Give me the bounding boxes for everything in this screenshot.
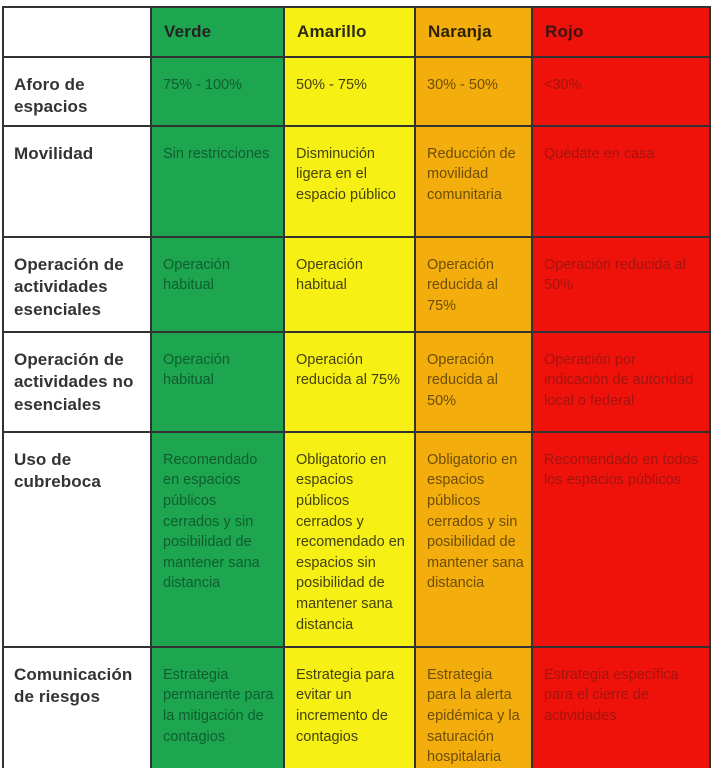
table-body: Aforo de espacios 75% - 100% 50% - 75% 30% … (2, 56, 711, 768)
cell-verde: Recomendado en espacios públicos cerrado… (150, 430, 285, 648)
cell-verde: Sin restricciones (150, 124, 285, 238)
row-label: Movilidad (2, 124, 152, 238)
row-label: Comunicación de riesgos (2, 645, 152, 768)
cell-amarillo: Operación habitual (283, 235, 416, 333)
column-header-amarillo: Amarillo (283, 6, 416, 58)
table-head: Verde Amarillo Naranja Rojo (2, 6, 711, 58)
cell-rojo: Estrategia específica para el cierre de … (531, 645, 711, 768)
cell-amarillo: Estrategia para evitar un incremento de … (283, 645, 416, 768)
cell-verde: Estrategia permanente para la mitigación… (150, 645, 285, 768)
cell-verde: Operación habitual (150, 235, 285, 333)
cell-naranja: Estrategia para la alerta epidémica y la… (414, 645, 533, 768)
cell-naranja: 30% - 50% (414, 56, 533, 127)
cell-verde: 75% - 100% (150, 56, 285, 127)
table-row: Comunicación de riesgos Estrategia perman… (2, 645, 711, 768)
cell-rojo: Operación por indicación de autoridad lo… (531, 330, 711, 433)
row-label: Operación de actividades no esenciales (2, 330, 152, 433)
semaforo-table: Verde Amarillo Naranja Rojo Aforo de espaci… (2, 6, 711, 768)
cell-rojo: Operación reducida al 50% (531, 235, 711, 333)
cell-amarillo: 50% - 75% (283, 56, 416, 127)
corner-cell (2, 6, 152, 58)
cell-rojo: Quédate en casa (531, 124, 711, 238)
cell-amarillo: Disminución ligera en el espacio público (283, 124, 416, 238)
row-label: Operación de actividades esenciales (2, 235, 152, 333)
cell-naranja: Operación reducida al 75% (414, 235, 533, 333)
table-row: Movilidad Sin restricciones Disminución li… (2, 124, 711, 238)
table-row: Operación de actividades esenciales Opera… (2, 235, 711, 333)
table-row: Operación de actividades no esenciales Op… (2, 330, 711, 433)
table-row: Uso de cubreboca Recomendado en espacios … (2, 430, 711, 648)
cell-naranja: Operación reducida al 50% (414, 330, 533, 433)
cell-naranja: Obligatorio en espacios públicos cerrado… (414, 430, 533, 648)
cell-naranja: Reducción de movilidad comunitaria (414, 124, 533, 238)
row-label: Uso de cubreboca (2, 430, 152, 648)
cell-rojo: <30% (531, 56, 711, 127)
cell-amarillo: Operación reducida al 75% (283, 330, 416, 433)
table-row: Aforo de espacios 75% - 100% 50% - 75% 30% … (2, 56, 711, 127)
column-header-rojo: Rojo (531, 6, 711, 58)
cell-amarillo: Obligatorio en espacios públicos cerrado… (283, 430, 416, 648)
cell-verde: Operación habitual (150, 330, 285, 433)
table-header-row: Verde Amarillo Naranja Rojo (2, 6, 711, 58)
column-header-verde: Verde (150, 6, 285, 58)
row-label: Aforo de espacios (2, 56, 152, 127)
column-header-naranja: Naranja (414, 6, 533, 58)
cell-rojo: Recomendado en todos los espacios públic… (531, 430, 711, 648)
